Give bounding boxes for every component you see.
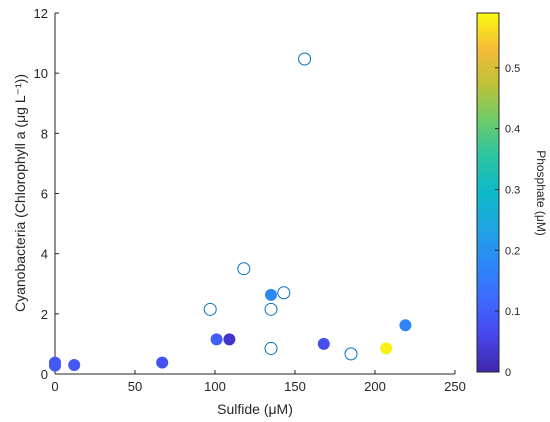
data-point-open — [264, 302, 278, 316]
colorbar-label: Phosphate (μM) — [534, 150, 548, 236]
data-points — [49, 52, 412, 372]
data-point-open — [344, 347, 358, 361]
colorbar-tick-label: 0.5 — [505, 63, 520, 75]
y-tick-label: 0 — [41, 367, 48, 382]
y-axis-label: Cyanobacteria (Chlorophyll a (μg L⁻¹)) — [12, 74, 28, 312]
colorbar-tick-label: 0.2 — [505, 245, 520, 257]
x-tick-label: 50 — [128, 379, 142, 394]
x-tick-label: 200 — [364, 379, 386, 394]
x-tick-label: 250 — [444, 379, 466, 394]
y-tick-label: 8 — [41, 126, 48, 141]
colorbar-tick-label: 0.1 — [505, 306, 520, 318]
colorbar-tick-label: 0 — [505, 367, 511, 379]
colorbar-tick-label: 0.3 — [505, 184, 520, 196]
y-tick-label: 2 — [41, 307, 48, 322]
colorbar-ticks: 0 0.1 0.2 0.3 0.4 0.5 — [495, 63, 520, 379]
colorbar-gradient — [476, 12, 500, 373]
x-tick-label: 0 — [51, 379, 58, 394]
data-point — [399, 319, 412, 332]
data-point-open — [298, 52, 312, 66]
x-axis-label: Sulfide (μM) — [217, 401, 293, 417]
data-point — [265, 288, 277, 301]
data-point-open — [264, 341, 278, 355]
data-point — [223, 333, 236, 346]
y-tick-label: 10 — [34, 66, 48, 81]
data-point-open — [203, 302, 217, 316]
y-tick-label: 6 — [41, 187, 48, 202]
x-tick-label: 100 — [204, 379, 226, 394]
y-tick-label: 12 — [34, 6, 48, 21]
data-point — [210, 333, 223, 346]
data-point-open — [237, 262, 251, 276]
data-point — [68, 358, 81, 371]
y-ticks: 0 2 4 6 8 10 12 — [34, 6, 59, 382]
colorbar-tick-label: 0.4 — [505, 124, 520, 136]
data-point — [380, 342, 393, 355]
colorbar: 0 0.1 0.2 0.3 0.4 0.5 Phosphate (μM) — [476, 12, 548, 379]
x-tick-label: 150 — [284, 379, 306, 394]
data-point — [49, 359, 61, 372]
y-tick-label: 4 — [41, 247, 48, 262]
data-point — [156, 356, 169, 369]
plot-area: 0 50 100 150 200 250 0 2 4 6 8 10 12 — [34, 6, 466, 394]
data-point — [317, 337, 330, 350]
x-ticks: 0 50 100 150 200 250 — [51, 370, 466, 394]
data-point-open — [277, 286, 291, 300]
